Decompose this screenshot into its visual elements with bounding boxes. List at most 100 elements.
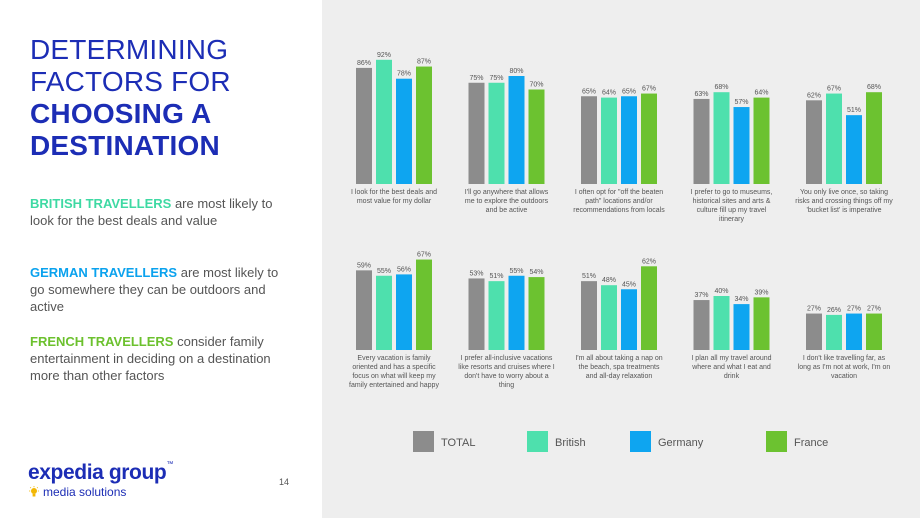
- bar-value-label: 27%: [867, 306, 881, 313]
- category-label-line: I often opt for "off the beaten: [575, 189, 663, 196]
- category-label-line: most value for my dollar: [357, 198, 432, 205]
- category-label-line: vacation: [831, 373, 857, 380]
- category-label-line: thing: [499, 382, 514, 389]
- category-label-line: family entertained and happy: [349, 382, 439, 389]
- logo-text: expedia group: [28, 461, 167, 484]
- legend-label-france: France: [794, 437, 828, 449]
- lightbulb-icon: [29, 486, 39, 497]
- bar-1-germany: [396, 78, 412, 184]
- bar-value-label: 80%: [509, 68, 523, 75]
- bar-value-label: 70%: [529, 82, 543, 89]
- insight-british-highlight: BRITISH TRAVELLERS: [30, 196, 172, 211]
- bar-4-france: [753, 97, 770, 184]
- bar-value-label: 51%: [489, 273, 503, 280]
- category-label-line: long as I'm not at work, I'm on: [798, 364, 891, 371]
- bar-7-france: [528, 277, 545, 350]
- bar-9-british: [713, 296, 730, 350]
- bar-1-british: [376, 59, 392, 184]
- bar-value-label: 34%: [734, 296, 748, 303]
- bar-value-label: 51%: [847, 107, 861, 114]
- legend-label-germany: Germany: [658, 437, 704, 449]
- bar-8-germany: [621, 289, 637, 350]
- legend-swatch-france: [766, 431, 787, 452]
- category-label-line: I prefer all-inclusive vacations: [461, 355, 553, 362]
- legend-swatch-british: [527, 431, 548, 452]
- bar-6-british: [376, 275, 392, 350]
- category-label-7: I prefer all-inclusive vacations like res…: [458, 355, 555, 389]
- category-label-line: You only live once, so taking: [800, 189, 888, 196]
- category-label-line: I'll go anywhere that allows: [465, 189, 549, 196]
- category-label-line: and be active: [486, 207, 528, 214]
- category-label-line: like resorts and cruises where I: [458, 364, 555, 371]
- bar-value-label: 62%: [807, 92, 821, 99]
- category-label-4: I prefer to go to museums, historical sit…: [691, 189, 773, 223]
- page-title-line-3: CHOOSING A: [30, 98, 212, 129]
- page-title-line-4: DESTINATION: [30, 130, 220, 161]
- category-label-line: historical sites and arts &: [693, 198, 771, 205]
- bar-value-label: 51%: [582, 273, 596, 280]
- insight-german-text: are most likely to go somewhere they can…: [30, 265, 279, 314]
- insight-french-highlight: FRENCH TRAVELLERS: [30, 334, 174, 349]
- category-label-line: and all-day relaxation: [586, 373, 653, 380]
- bar-value-label: 39%: [754, 289, 768, 296]
- bar-value-label: 37%: [694, 292, 708, 299]
- bar-value-label: 86%: [357, 60, 371, 67]
- logo-trademark: ™: [166, 461, 173, 468]
- bar-1-france: [416, 66, 432, 184]
- category-label-10: I don't like travelling far, as long as I…: [798, 355, 891, 380]
- bar-value-label: 27%: [807, 306, 821, 313]
- bar-value-label: 63%: [694, 91, 708, 98]
- category-label-line: the beach, spa treatments: [579, 364, 660, 371]
- insight-german-highlight: GERMAN TRAVELLERS: [30, 265, 178, 280]
- page-title-line-2: FACTORS FOR: [30, 66, 231, 97]
- bar-value-label: 65%: [582, 88, 596, 95]
- bar-4-total: [693, 98, 710, 184]
- legend-swatch-germany: [630, 431, 651, 452]
- bar-value-label: 26%: [827, 307, 841, 314]
- category-label-line: I look for the best deals and: [351, 189, 437, 196]
- bar-value-label: 67%: [417, 252, 431, 259]
- bar-value-label: 64%: [602, 90, 616, 97]
- bar-3-total: [581, 96, 597, 184]
- bar-2-british: [488, 82, 505, 184]
- bar-value-label: 65%: [622, 88, 636, 95]
- category-label-line: me to explore the outdoors: [465, 198, 549, 205]
- bar-2-france: [528, 89, 545, 184]
- bar-9-total: [693, 300, 710, 350]
- category-label-line: Every vacation is family: [357, 355, 431, 362]
- category-label-3: I often opt for "off the beaten path" loc…: [573, 189, 665, 214]
- bar-8-total: [581, 281, 597, 350]
- insight-french: FRENCH TRAVELLERS consider family entert…: [30, 333, 290, 384]
- category-label-line: drink: [724, 373, 740, 380]
- bar-value-label: 92%: [377, 52, 391, 59]
- legend-swatch-total: [413, 431, 434, 452]
- category-label-line: I don't like travelling far, as: [803, 355, 886, 362]
- bar-3-british: [601, 97, 617, 184]
- insight-french-text: consider family entertainment in decidin…: [30, 334, 271, 383]
- bar-5-germany: [846, 115, 862, 184]
- category-label-line: I plan all my travel around: [691, 355, 771, 362]
- bar-3-france: [641, 93, 657, 184]
- left-panel: DETERMINING FACTORS FOR CHOOSING A DESTI…: [0, 0, 322, 518]
- bar-7-total: [468, 278, 485, 350]
- category-label-2: I'll go anywhere that allows me to explor…: [465, 189, 549, 214]
- bar-5-total: [806, 100, 822, 184]
- bar-2-germany: [508, 76, 525, 184]
- bar-10-france: [866, 313, 882, 350]
- category-label-line: focus on what will keep my: [352, 373, 436, 380]
- category-label-line: path" locations and/or: [585, 198, 653, 205]
- bar-9-germany: [733, 304, 750, 350]
- category-label-line: oriented and has a specific: [352, 364, 436, 371]
- bar-5-france: [866, 92, 882, 184]
- bar-value-label: 78%: [397, 71, 411, 78]
- page-number: 14: [279, 477, 290, 487]
- logo-subtitle: media solutions: [43, 485, 127, 499]
- bar-4-british: [713, 92, 730, 184]
- category-label-line: don't have to worry about a: [464, 373, 548, 380]
- legend-label-british: British: [555, 437, 586, 449]
- bar-value-label: 68%: [714, 84, 728, 91]
- bar-value-label: 59%: [357, 262, 371, 269]
- bar-value-label: 53%: [469, 270, 483, 277]
- bar-7-british: [488, 281, 505, 350]
